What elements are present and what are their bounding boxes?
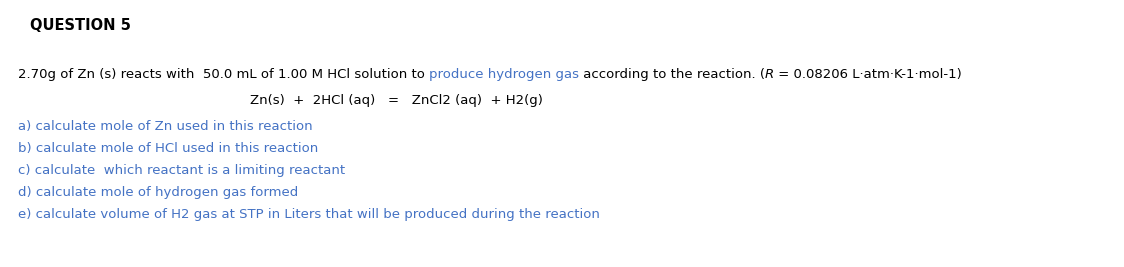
Text: c) calculate  which reactant is a limiting reactant: c) calculate which reactant is a limitin… bbox=[18, 164, 345, 177]
Text: e) calculate volume of H2 gas at STP in Liters that will be produced during the : e) calculate volume of H2 gas at STP in … bbox=[18, 208, 600, 221]
Text: Zn(s)  +  2HCl (aq)   =   ZnCl2 (aq)  + H2(g): Zn(s) + 2HCl (aq) = ZnCl2 (aq) + H2(g) bbox=[250, 94, 543, 107]
Text: d) calculate mole of hydrogen gas formed: d) calculate mole of hydrogen gas formed bbox=[18, 186, 298, 199]
Text: b) calculate mole of HCl used in this reaction: b) calculate mole of HCl used in this re… bbox=[18, 142, 318, 155]
Text: QUESTION 5: QUESTION 5 bbox=[30, 18, 130, 33]
Text: 2.70g of Zn (s) reacts with  50.0 mL of 1.00 M HCl solution to: 2.70g of Zn (s) reacts with 50.0 mL of 1… bbox=[18, 68, 429, 81]
Text: R: R bbox=[765, 68, 774, 81]
Text: produce hydrogen gas: produce hydrogen gas bbox=[429, 68, 579, 81]
Text: a) calculate mole of Zn used in this reaction: a) calculate mole of Zn used in this rea… bbox=[18, 120, 312, 133]
Text: = 0.08206 L·atm·K-1·mol-1): = 0.08206 L·atm·K-1·mol-1) bbox=[774, 68, 962, 81]
Text: according to the reaction. (: according to the reaction. ( bbox=[579, 68, 765, 81]
